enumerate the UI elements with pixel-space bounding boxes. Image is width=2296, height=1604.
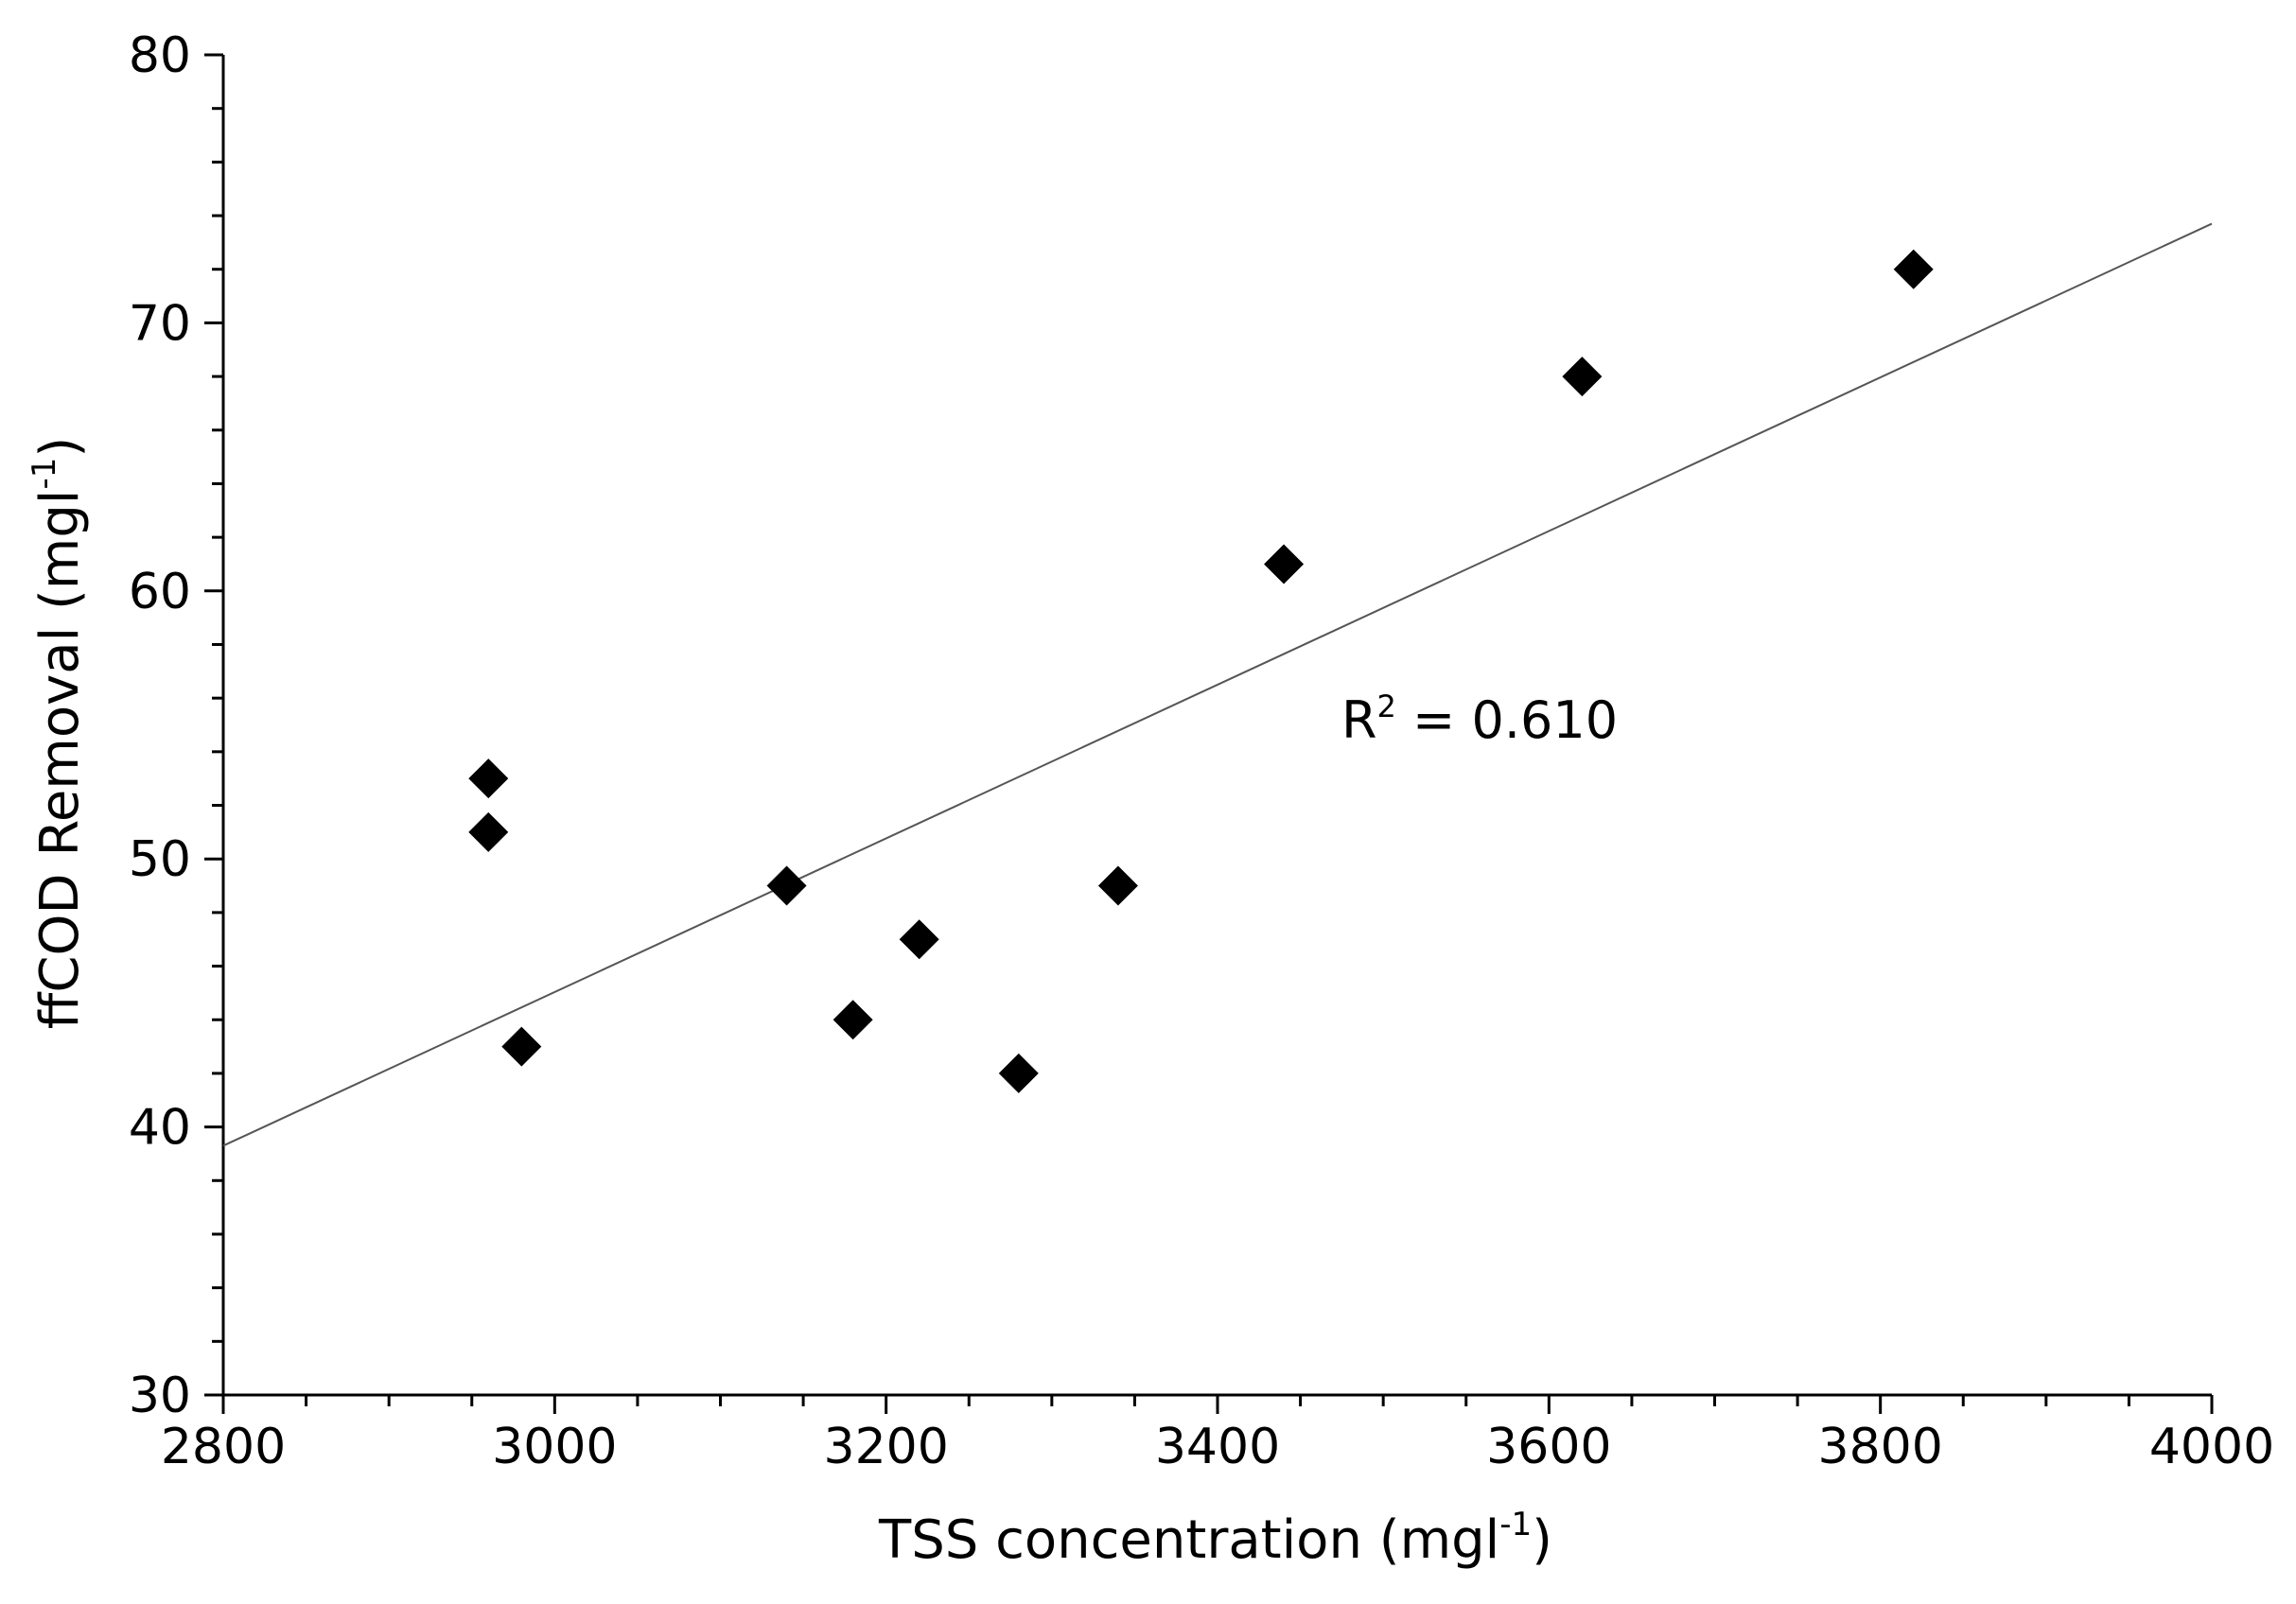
y-tick-label: 40 xyxy=(129,1100,191,1157)
x-axis-title: TSS concentration (mgl-1) xyxy=(878,1506,1552,1571)
r-squared-annotation: R2 = 0.610 xyxy=(1341,689,1618,750)
x-tick-label: 3600 xyxy=(1486,1419,1611,1475)
data-point xyxy=(998,1053,1039,1093)
data-point xyxy=(833,1000,873,1040)
trendline xyxy=(222,222,2213,1147)
data-point xyxy=(501,1026,542,1067)
x-tick-label: 3400 xyxy=(1155,1419,1280,1475)
y-tick-label: 60 xyxy=(129,564,191,620)
x-tick-label: 4000 xyxy=(2149,1419,2274,1475)
y-axis-title: ffCOD Removal (mgl-1) xyxy=(26,437,91,1029)
y-tick-label: 80 xyxy=(129,27,191,84)
trendline-group xyxy=(222,222,2213,1147)
data-point xyxy=(1264,544,1305,584)
data-point xyxy=(468,758,509,799)
data-point xyxy=(766,865,807,906)
data-point xyxy=(1097,865,1138,906)
data-points xyxy=(468,249,1934,1093)
y-tick-label: 70 xyxy=(129,295,191,352)
data-point xyxy=(899,919,939,960)
x-tick-label: 3000 xyxy=(492,1419,617,1475)
x-tick-label: 3200 xyxy=(823,1419,948,1475)
data-point xyxy=(1893,249,1934,289)
x-tick-label: 2800 xyxy=(161,1419,286,1475)
y-tick-label: 30 xyxy=(129,1368,191,1424)
x-tick-label: 3800 xyxy=(1817,1419,1942,1475)
data-point xyxy=(468,811,509,852)
axes: 2800 3000 3200 3400 3600 3800 4000 30 40 50 60 70 80 xyxy=(129,27,2274,1475)
y-tick-label: 50 xyxy=(129,831,191,888)
data-point xyxy=(1562,357,1603,397)
